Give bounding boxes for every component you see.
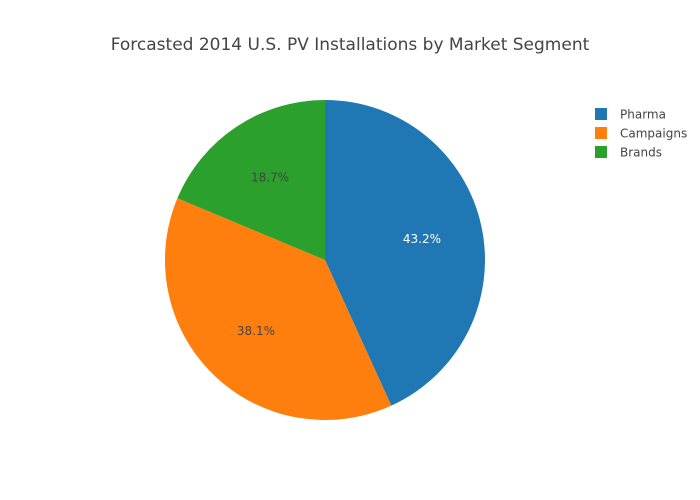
legend-item-brands[interactable]: Brands bbox=[595, 146, 662, 160]
legend-item-pharma[interactable]: Pharma bbox=[595, 108, 666, 122]
legend-label-campaigns: Campaigns bbox=[620, 127, 687, 141]
legend-swatch-brands bbox=[595, 146, 607, 158]
slice-label-pharma: 43.2% bbox=[403, 232, 441, 246]
pie-slices bbox=[165, 100, 485, 420]
pie-slice-campaigns[interactable] bbox=[165, 198, 392, 420]
pie-slice-pharma[interactable] bbox=[325, 100, 485, 406]
legend-item-campaigns[interactable]: Campaigns bbox=[595, 127, 687, 141]
slice-labels: 43.2% 38.1% 18.7% bbox=[237, 170, 441, 338]
legend-label-brands: Brands bbox=[620, 146, 662, 160]
chart-title: Forcasted 2014 U.S. PV Installations by … bbox=[111, 35, 590, 55]
legend[interactable]: Pharma Campaigns Brands bbox=[595, 108, 687, 160]
legend-swatch-campaigns bbox=[595, 127, 607, 139]
pie-slice-brands[interactable] bbox=[177, 100, 325, 260]
legend-swatch-pharma bbox=[595, 108, 607, 120]
slice-label-campaigns: 38.1% bbox=[237, 324, 275, 338]
legend-label-pharma: Pharma bbox=[620, 108, 666, 122]
slice-label-brands: 18.7% bbox=[251, 170, 289, 184]
